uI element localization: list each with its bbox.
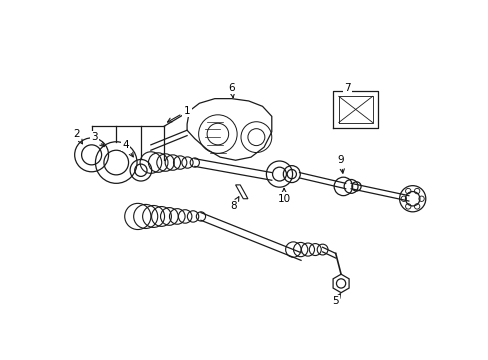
Text: 9: 9 <box>337 155 344 173</box>
Text: 10: 10 <box>277 188 290 204</box>
Text: 3: 3 <box>91 132 104 147</box>
Text: 5: 5 <box>332 294 340 306</box>
Text: 8: 8 <box>229 197 238 211</box>
Text: 6: 6 <box>228 83 235 98</box>
Text: 1: 1 <box>167 106 190 122</box>
Text: 4: 4 <box>122 140 133 157</box>
Text: 2: 2 <box>73 129 82 144</box>
Text: 7: 7 <box>343 83 350 93</box>
